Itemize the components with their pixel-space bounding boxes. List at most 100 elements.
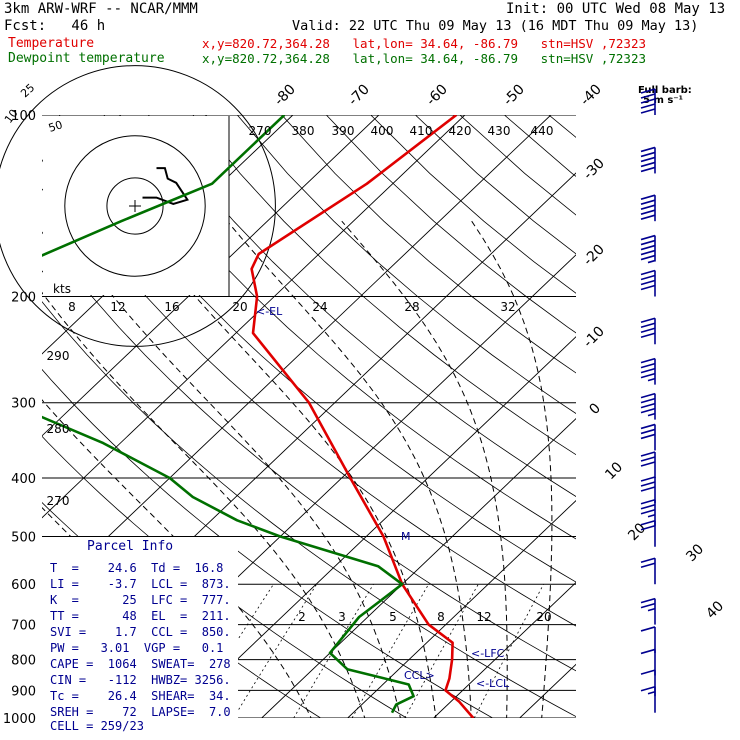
temperature-legend: Temperature (8, 36, 95, 51)
parcel-row-cape: CAPE = 1064 SWEAT= 278 (50, 657, 231, 671)
wind-barb-full-360-1 (640, 428, 656, 435)
wind-barb-full-100-0 (640, 88, 656, 94)
dry-adiabat-420 (415, 115, 576, 255)
wind-barb-full-200-3 (640, 284, 656, 291)
wind-barb-full-980-0 (640, 685, 656, 692)
pressure-label-700: 700 (11, 619, 36, 634)
mixing-ratio-5 (293, 583, 374, 718)
wind-barb-full-125-4 (640, 166, 656, 173)
pressure-label-500: 500 (11, 530, 36, 545)
m-annotation: M (401, 530, 411, 543)
temperature-trace (250, 115, 475, 718)
temperature-location: x,y=820.72,364.28 lat,lon= 34.64, -86.79… (202, 36, 647, 51)
wind-barb-full-520-0 (640, 519, 656, 526)
wind-barb-full-920-0 (640, 669, 656, 675)
wind-barb-full-150-0 (640, 194, 656, 200)
wind-barb-full-480-1 (640, 504, 656, 510)
dry-adiabat-470 (638, 115, 740, 731)
speed-label-16: 16 (164, 300, 179, 314)
dry-adiabat-320 (42, 231, 576, 672)
parcel-row-k: K = 25 LFC = 777. (50, 593, 231, 607)
pressure-label-400: 400 (11, 472, 36, 487)
wind-barb-full-850-0 (640, 648, 656, 655)
pressure-label-300: 300 (11, 397, 36, 412)
wind-barb-full-320-0 (640, 392, 656, 399)
mixing-ratio-label-8: 8 (437, 610, 445, 624)
wind-barb-full-240-0 (640, 317, 656, 324)
wind-barb-full-100-3 (640, 103, 656, 109)
parcel-row-t: T = 24.6 Td = 16.8 (50, 561, 224, 575)
parcel-row-svi: SVI = 1.7 CCL = 850. (50, 625, 231, 639)
wind-barb-full-175-4 (640, 254, 656, 261)
wind-barb-full-125-2 (640, 156, 656, 163)
wind-barb-full-150-4 (640, 214, 656, 220)
theta-side-label-290: 290 (47, 349, 70, 363)
wind-barb-full-175-3 (640, 249, 656, 256)
hodograph-ring-10 (106, 177, 164, 235)
parcel-row-li: LI = -3.7 LCL = 873. (50, 577, 231, 591)
dry-adiabat-410 (370, 115, 576, 294)
lcl-annotation: <-LCL (476, 677, 510, 690)
wind-barb-full-175-0 (640, 234, 656, 241)
isotherm-label--60: -60 (423, 81, 450, 108)
wind-barb-full-240-2 (640, 327, 656, 334)
parcel-row-cell: CELL = 259/23 (50, 719, 144, 733)
theta-label-270: 270 (249, 124, 272, 138)
wind-barb-240 (640, 317, 656, 345)
valid-time: Valid: 22 UTC Thu 09 May 13 (16 MDT Thu … (292, 18, 699, 34)
pressure-label-200: 200 (11, 291, 36, 306)
dry-adiabat-300 (42, 368, 494, 718)
wind-barb-600 (640, 557, 656, 585)
theta-label-400: 400 (371, 124, 394, 138)
wind-barb-200 (640, 269, 656, 297)
wind-barb-full-400-1 (640, 456, 656, 462)
theta-label-380: 380 (292, 124, 315, 138)
wind-barb-full-280-3 (640, 372, 656, 379)
mixing-ratio-label-12: 12 (476, 610, 491, 624)
parcel-row-cin: CIN = -112 HWBZ= 3256. (50, 673, 231, 687)
wind-barb-full-320-2 (640, 402, 656, 409)
wind-barb-full-125-1 (640, 151, 656, 158)
wind-barb-full-480-2 (640, 509, 656, 515)
isotherm-label-40: 40 (703, 598, 727, 622)
speed-label-28: 28 (404, 300, 419, 314)
wind-barb-full-400-2 (640, 461, 656, 467)
theta-label-430: 430 (488, 124, 511, 138)
isotherm-20 (433, 581, 576, 718)
moist-adiabat-18 (56, 220, 401, 718)
moist-adiabat-26 (226, 220, 472, 718)
isotherm-label--40: -40 (577, 81, 604, 108)
parcel-info-panel: Parcel Info T = 24.6 Td = 16.8 LI = -3.7… (42, 537, 238, 733)
dry-adiabat-350 (103, 115, 576, 540)
wind-barb-full-360-2 (640, 433, 656, 440)
wind-barb-700 (640, 597, 656, 625)
wind-barb-full-700-1 (640, 602, 656, 609)
wind-barb-full-125-3 (640, 161, 656, 168)
wind-barb-440 (640, 476, 656, 504)
wind-barb-full-520-1 (640, 524, 656, 531)
hodograph-ring-label-50: 50 (47, 118, 64, 135)
wind-barb-half-320 (647, 412, 656, 417)
lfc-annotation: <-LFC (471, 647, 505, 660)
wind-barb-full-400-0 (640, 451, 656, 457)
wind-barb-320 (640, 392, 656, 420)
wind-barb-360 (640, 423, 656, 451)
speed-label-8: 8 (68, 300, 76, 314)
isotherm-0 (261, 418, 576, 718)
isotherm-label--50: -50 (500, 81, 527, 108)
pressure-label-100: 100 (11, 109, 36, 124)
mixing-ratio-label-3: 3 (338, 610, 346, 624)
moist-adiabat-34 (471, 220, 553, 718)
moist-adiabat-14 (42, 291, 366, 718)
wind-barb-half-480 (647, 514, 656, 518)
wind-barb-full-150-3 (640, 209, 656, 215)
speed-label-kts: kts (53, 282, 71, 296)
wind-barb-175 (640, 234, 656, 264)
dry-adiabat-380 (236, 115, 576, 415)
theta-side-label-270: 270 (47, 494, 70, 508)
wind-barb-full-240-3 (640, 332, 656, 339)
wind-barb-full-280-0 (640, 357, 656, 364)
pressure-label-1000: 1000 (3, 712, 36, 727)
